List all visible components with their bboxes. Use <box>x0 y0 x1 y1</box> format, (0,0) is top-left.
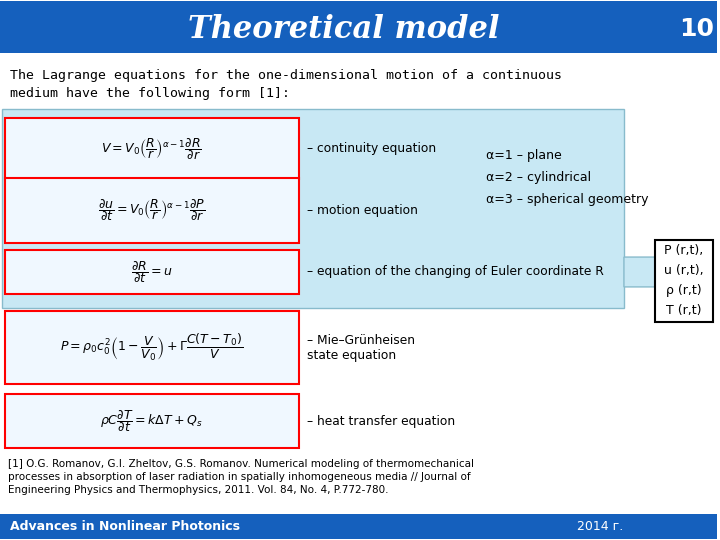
FancyBboxPatch shape <box>5 394 299 448</box>
Text: – motion equation: – motion equation <box>307 204 418 217</box>
FancyBboxPatch shape <box>5 250 299 294</box>
Text: $\rho C\dfrac{\partial T}{\partial t} = k\Delta T + Q_s$: $\rho C\dfrac{\partial T}{\partial t} = … <box>100 408 203 434</box>
Text: 2014 г.: 2014 г. <box>577 519 624 533</box>
Text: α=1 – plane
α=2 – cylindrical
α=3 – spherical geometry: α=1 – plane α=2 – cylindrical α=3 – sphe… <box>485 148 648 206</box>
Text: P (r,t),
u (r,t),
ρ (r,t)
T (r,t): P (r,t), u (r,t), ρ (r,t) T (r,t) <box>664 245 703 318</box>
Text: $V = V_0\left(\dfrac{R}{r}\right)^{\alpha-1}\dfrac{\partial R}{\partial r}$: $V = V_0\left(\dfrac{R}{r}\right)^{\alph… <box>102 136 202 161</box>
Text: [1] O.G. Romanov, G.I. Zheltov, G.S. Romanov. Numerical modeling of thermomechan: [1] O.G. Romanov, G.I. Zheltov, G.S. Rom… <box>8 459 474 496</box>
Text: $P = \rho_0 c_0^2\left(1 - \dfrac{V}{V_0}\right) + \Gamma\dfrac{C(T-T_0)}{V}$: $P = \rho_0 c_0^2\left(1 - \dfrac{V}{V_0… <box>60 332 243 363</box>
FancyBboxPatch shape <box>2 109 624 308</box>
FancyBboxPatch shape <box>5 311 299 384</box>
Text: – heat transfer equation: – heat transfer equation <box>307 415 454 428</box>
Text: $\dfrac{\partial u}{\partial t} = V_0\left(\dfrac{R}{r}\right)^{\alpha-1}\dfrac{: $\dfrac{\partial u}{\partial t} = V_0\le… <box>98 197 205 223</box>
Text: Advances in Nonlinear Photonics: Advances in Nonlinear Photonics <box>10 519 240 533</box>
FancyBboxPatch shape <box>5 118 299 179</box>
FancyBboxPatch shape <box>654 240 713 322</box>
Text: The Lagrange equations for the one-dimensional motion of a continuous
medium hav: The Lagrange equations for the one-dimen… <box>10 69 562 100</box>
Text: 10: 10 <box>679 17 714 41</box>
Text: – Mie–Grünheisen
state equation: – Mie–Grünheisen state equation <box>307 334 415 362</box>
FancyArrow shape <box>624 257 690 287</box>
Text: Theoretical model: Theoretical model <box>188 14 499 45</box>
FancyBboxPatch shape <box>0 1 716 53</box>
FancyBboxPatch shape <box>5 178 299 242</box>
Text: – continuity equation: – continuity equation <box>307 142 436 155</box>
Text: – equation of the changing of Euler coordinate R: – equation of the changing of Euler coor… <box>307 266 603 279</box>
Text: $\dfrac{\partial R}{\partial t} = u$: $\dfrac{\partial R}{\partial t} = u$ <box>131 259 173 285</box>
FancyBboxPatch shape <box>0 514 716 539</box>
